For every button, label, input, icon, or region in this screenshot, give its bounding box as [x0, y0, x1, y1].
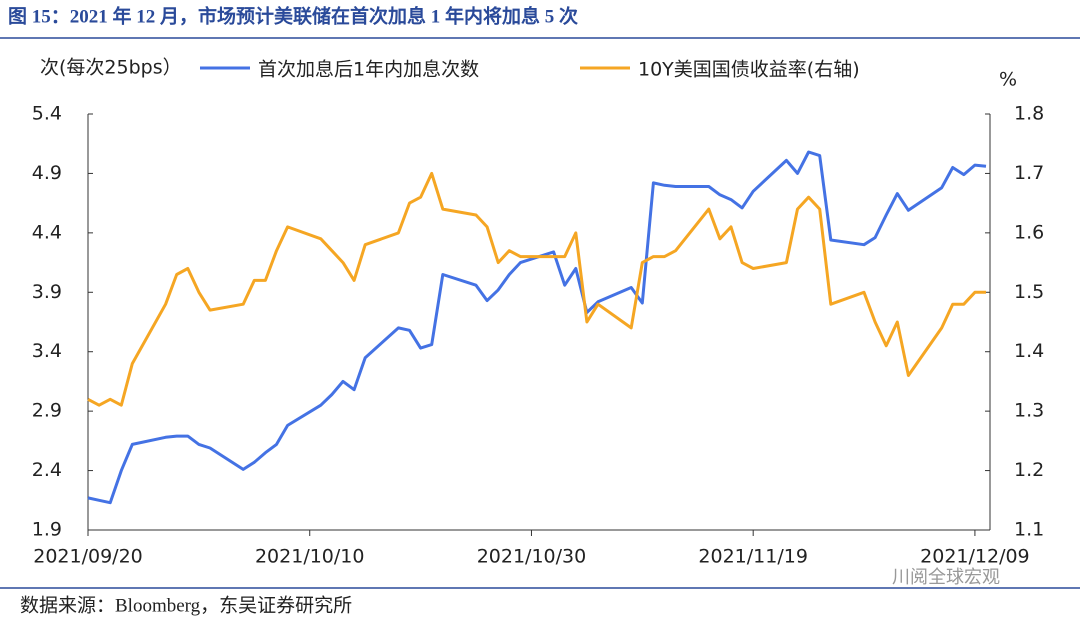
y2-tick-label: 1.2	[1014, 459, 1044, 481]
y2-tick-label: 1.3	[1014, 400, 1044, 422]
x-tick-label: 2021/10/30	[477, 546, 587, 568]
y-tick-label: 2.9	[32, 400, 62, 422]
x-tick-label: 2021/10/10	[255, 546, 365, 568]
y2-axis-label: %	[999, 69, 1017, 91]
y-tick-label: 1.9	[32, 519, 62, 541]
series-line	[87, 150, 987, 505]
y2-tick-label: 1.5	[1014, 281, 1044, 303]
y-tick-label: 4.4	[32, 221, 62, 243]
legend-label: 首次加息后1年内加息次数	[258, 59, 479, 81]
y-tick-label: 3.4	[32, 340, 62, 362]
x-tick-label: 2021/09/20	[33, 546, 143, 568]
chart-title: 图 15：2021 年 12 月，市场预计美联储在首次加息 1 年内将加息 5 …	[8, 4, 578, 27]
y-tick-label: 4.9	[32, 162, 62, 184]
x-tick-label: 2021/12/09	[920, 546, 1030, 568]
y2-tick-label: 1.4	[1014, 340, 1044, 362]
y2-tick-label: 1.7	[1014, 162, 1044, 184]
y-tick-label: 2.4	[32, 459, 62, 481]
source: 数据来源：Bloomberg，东吴证券研究所	[20, 594, 352, 616]
y-tick-label: 3.9	[32, 281, 62, 303]
watermark: 川阅全球宏观	[892, 567, 1000, 588]
y-tick-label: 5.4	[32, 103, 62, 125]
legend-label: 10Y美国国债收益率(右轴)	[638, 59, 860, 81]
y-axis-label: 次(每次25bps）	[40, 57, 182, 79]
y2-tick-label: 1.8	[1014, 103, 1044, 125]
x-tick-label: 2021/11/19	[698, 546, 808, 568]
series-line	[87, 171, 986, 407]
y2-tick-label: 1.6	[1014, 221, 1044, 243]
y2-tick-label: 1.1	[1014, 519, 1044, 541]
